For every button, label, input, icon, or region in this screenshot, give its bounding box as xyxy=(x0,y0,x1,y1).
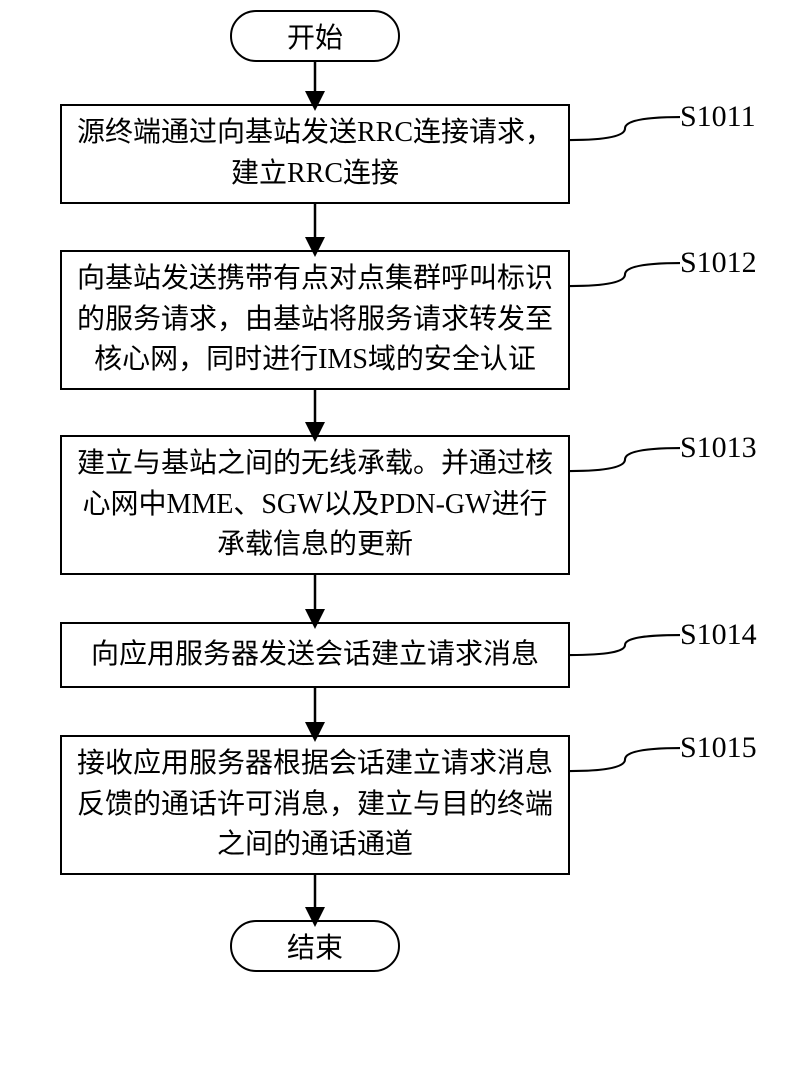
flowchart-canvas: 开始 结束 源终端通过向基站发送RRC连接请求，建立RRC连接 向基站发送携带有… xyxy=(0,0,800,1079)
connector-layer xyxy=(0,0,800,1079)
